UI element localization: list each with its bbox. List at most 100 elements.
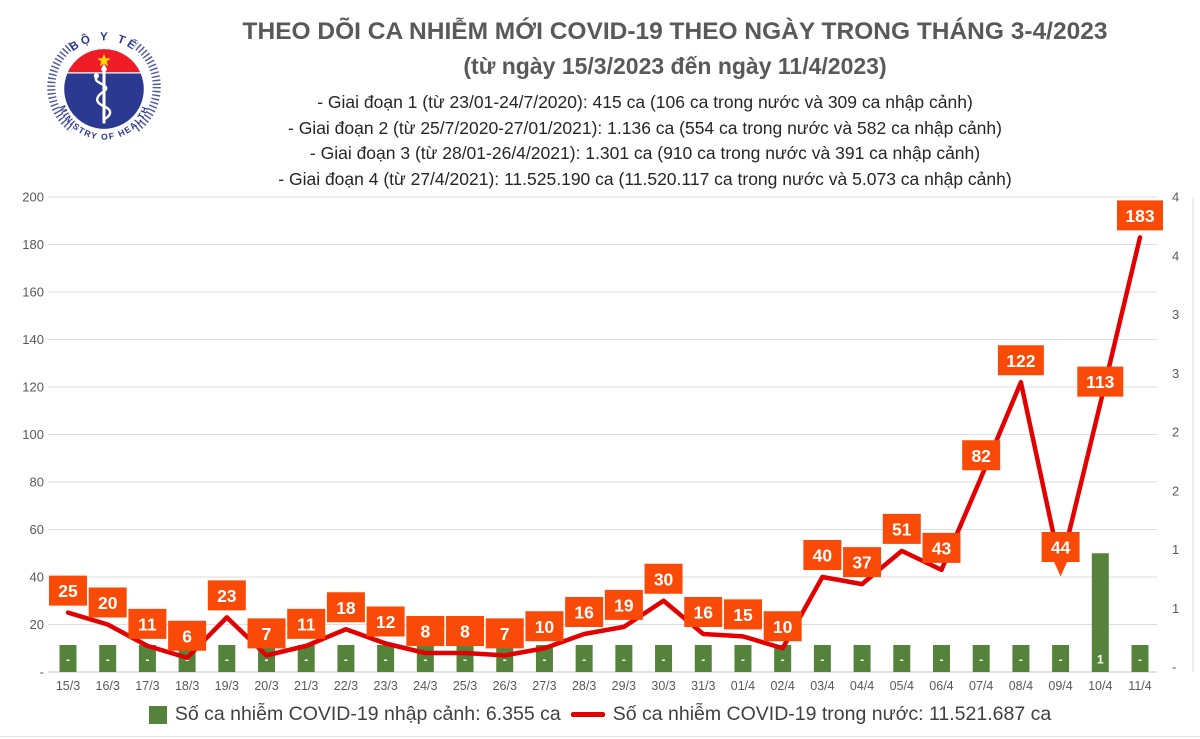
imported-bar <box>694 645 712 672</box>
data-label: 8 <box>460 622 470 642</box>
data-label: 44 <box>1051 538 1071 558</box>
data-label: 12 <box>376 612 396 632</box>
data-label-box <box>962 440 1001 471</box>
x-axis-label: 24/3 <box>413 679 437 693</box>
data-label-box <box>803 540 842 570</box>
imported-bar <box>972 645 990 672</box>
x-axis-label: 11/4 <box>1128 679 1151 693</box>
data-label-box <box>168 620 207 651</box>
y-axis-label-left: 40 <box>30 570 44 585</box>
domestic-line <box>65 235 1143 660</box>
data-label: 18 <box>336 598 356 618</box>
data-label: 20 <box>98 593 118 613</box>
legend-label-imported: Số ca nhiễm COVID-19 nhập cảnh: 6.355 ca <box>174 703 561 725</box>
data-label: 7 <box>262 624 272 644</box>
data-label-box <box>49 575 87 606</box>
data-label-box <box>525 611 564 642</box>
imported-bar <box>1012 645 1030 672</box>
data-label-box <box>1117 200 1163 231</box>
stage-line-1: - Giai đoạn 1 (từ 23/01-24/7/2020): 415 … <box>317 92 973 112</box>
legend-item-domestic: Số ca nhiễm COVID-19 trong nước: 11.521.… <box>570 703 1051 726</box>
imported-bar <box>59 645 77 672</box>
data-label: 25 <box>58 581 78 601</box>
data-label-box <box>446 616 485 646</box>
data-label-box <box>247 618 286 649</box>
imported-bar-label: - <box>741 653 745 667</box>
imported-bar <box>218 645 236 672</box>
imported-bar-label: - <box>503 653 507 667</box>
bottom-divider <box>0 736 1200 737</box>
imported-bar <box>337 645 355 672</box>
x-axis-label: 27/3 <box>532 679 556 693</box>
x-axis-label: 09/4 <box>1048 679 1072 693</box>
x-axis-label: 22/3 <box>334 679 358 693</box>
data-label: 82 <box>971 446 991 466</box>
imported-bar <box>535 645 553 672</box>
data-label-box <box>287 608 326 639</box>
data-label-box <box>723 599 762 630</box>
x-axis-label: 19/3 <box>215 679 239 693</box>
title-block: THEO DÕI CA NHIỄM MỚI COVID-19 THEO NGÀY… <box>170 18 1180 80</box>
imported-bar-label: - <box>225 653 229 667</box>
imported-bar-label: - <box>344 653 348 667</box>
y-axis-label-right: 4 <box>1172 190 1179 205</box>
imported-bar-label: - <box>1059 653 1063 667</box>
data-label-box <box>763 611 802 642</box>
imported-bar <box>377 645 395 672</box>
data-label: 16 <box>694 603 714 623</box>
x-axis-label: 03/4 <box>810 679 834 693</box>
data-label: 6 <box>182 626 192 646</box>
data-label: 10 <box>535 617 555 637</box>
data-label-box <box>565 597 604 627</box>
imported-bar <box>1131 645 1149 672</box>
y-axis-label-left: 20 <box>30 617 44 632</box>
data-label: 11 <box>297 614 316 634</box>
y-axis-label-left: 60 <box>30 522 44 537</box>
x-axis-label: 25/3 <box>453 679 477 693</box>
imported-bar-label: - <box>1019 653 1023 667</box>
logo-hatch-ring <box>47 30 161 144</box>
data-label-box <box>1077 366 1124 397</box>
data-label: 37 <box>852 553 871 573</box>
data-label-box <box>1041 532 1080 562</box>
imported-bar-label: - <box>463 653 467 667</box>
imported-bar-label: - <box>423 653 427 667</box>
data-label: 113 <box>1086 372 1114 392</box>
stage-line-2: - Giai đoạn 2 (từ 25/7/2020-27/01/2021):… <box>288 117 1002 138</box>
data-label-box <box>485 618 524 649</box>
data-label: 11 <box>138 614 157 634</box>
domestic-line-swatch <box>570 712 605 717</box>
x-axis-label: 28/3 <box>572 679 596 693</box>
x-axis-label: 23/3 <box>373 679 397 693</box>
y-axis-label-left: 140 <box>22 332 44 347</box>
x-axis-label: 18/3 <box>175 679 199 693</box>
imported-bar <box>655 645 673 672</box>
data-label-box <box>88 587 127 618</box>
legend-item-imported: Số ca nhiễm COVID-19 nhập cảnh: 6.355 ca <box>148 703 561 726</box>
imported-bar-label: - <box>265 653 269 667</box>
y-axis-label-right: 1 <box>1172 601 1179 616</box>
data-label-box <box>207 580 246 611</box>
data-label-box <box>326 592 365 623</box>
data-label-box <box>922 532 961 563</box>
data-label: 10 <box>773 617 793 637</box>
imported-bar-label: - <box>900 653 904 667</box>
imported-bar <box>893 645 911 672</box>
y-axis-label-left: - <box>40 665 44 680</box>
ministry-of-health-logo: BỘ Y TẾ MINISTRY OF HEALTH <box>47 26 161 148</box>
y-axis-label-left: 100 <box>22 427 44 442</box>
x-axis-label: 26/3 <box>493 679 517 693</box>
y-axis-label-left: 80 <box>30 475 44 490</box>
data-label-box <box>604 589 643 620</box>
data-label-box <box>406 616 445 646</box>
data-label: 30 <box>654 569 674 589</box>
x-axis-label: 08/4 <box>1009 679 1033 693</box>
x-axis-label: 17/3 <box>135 679 159 693</box>
imported-bar <box>1052 645 1070 672</box>
imported-bar-swatch <box>148 705 167 724</box>
data-label: 16 <box>574 603 594 623</box>
y-axis-label-right: - <box>1172 660 1176 675</box>
stage-summary-block: - Giai đoạn 1 (từ 23/01-24/7/2020): 415 … <box>0 90 1200 192</box>
data-label-box <box>882 513 921 544</box>
